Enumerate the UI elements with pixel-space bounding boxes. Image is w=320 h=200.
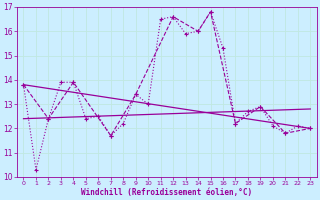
- X-axis label: Windchill (Refroidissement éolien,°C): Windchill (Refroidissement éolien,°C): [81, 188, 252, 197]
